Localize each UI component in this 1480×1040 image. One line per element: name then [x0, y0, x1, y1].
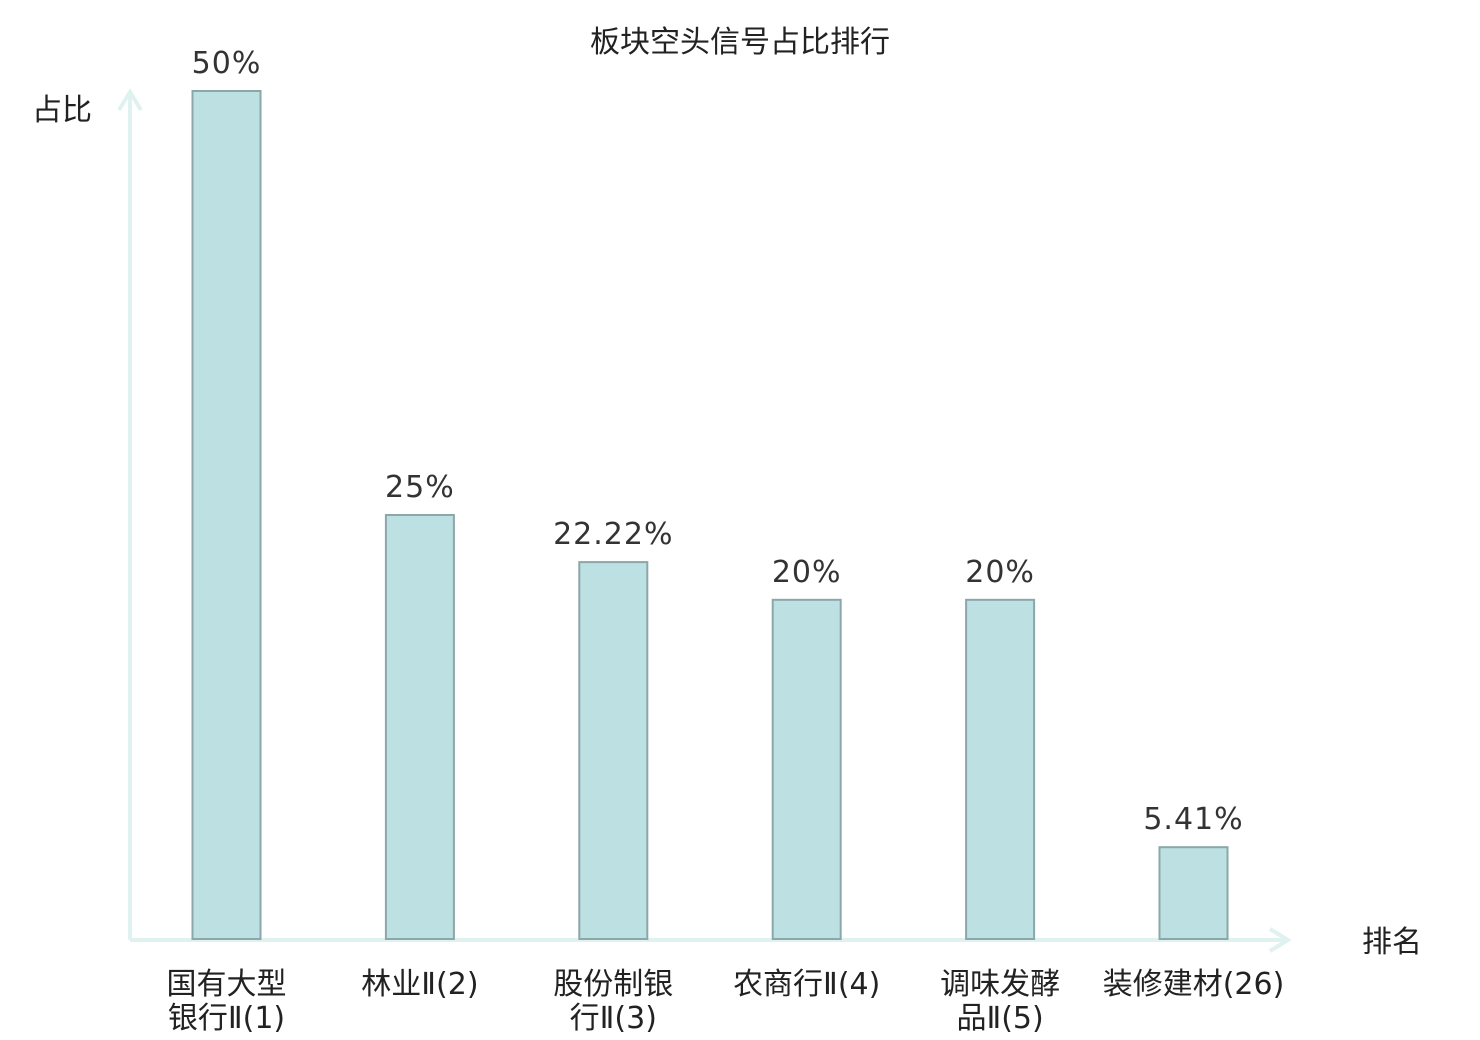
category-label-6-line-1: 装修建材(26): [1103, 967, 1285, 1002]
y-axis-arrow: [117, 88, 143, 112]
bar-5: [965, 598, 1036, 940]
value-labels-group: 50% 25% 22.22% 20% 20% 5.41%: [192, 46, 1243, 837]
category-label-5-line-2: 品Ⅱ(5): [956, 1001, 1043, 1036]
category-label-1-line-2: 银行Ⅱ(1): [168, 1001, 285, 1036]
bars-group: [191, 90, 1229, 941]
bar-4: [771, 598, 842, 940]
chart-title: 板块空头信号占比排行: [590, 25, 890, 60]
category-label-3-line-2: 行Ⅱ(3): [570, 1001, 657, 1036]
value-label-3: 22.22%: [553, 517, 673, 552]
category-label-1-line-1: 国有大型: [167, 967, 287, 1002]
x-axis: [130, 927, 1292, 953]
category-label-4-line-1: 农商行Ⅱ(4): [733, 967, 880, 1002]
bar-2: [384, 514, 455, 940]
value-label-4: 20%: [772, 555, 842, 590]
value-label-5: 20%: [965, 555, 1035, 590]
bar-6: [1158, 846, 1229, 941]
value-label-1: 50%: [192, 46, 262, 81]
value-label-6: 5.41%: [1143, 802, 1243, 837]
bar-3: [578, 561, 649, 940]
category-label-5-line-1: 调味发酵: [940, 967, 1060, 1002]
value-label-2: 25%: [385, 470, 455, 505]
y-axis: [117, 88, 143, 940]
category-label-3-line-1: 股份制银: [553, 967, 673, 1002]
category-label-2-line-1: 林业Ⅱ(2): [361, 967, 478, 1002]
y-axis-label: 占比: [32, 93, 92, 128]
bar-1: [191, 90, 262, 940]
x-axis-label: 排名: [1362, 925, 1422, 960]
x-axis-arrow: [1268, 927, 1292, 953]
